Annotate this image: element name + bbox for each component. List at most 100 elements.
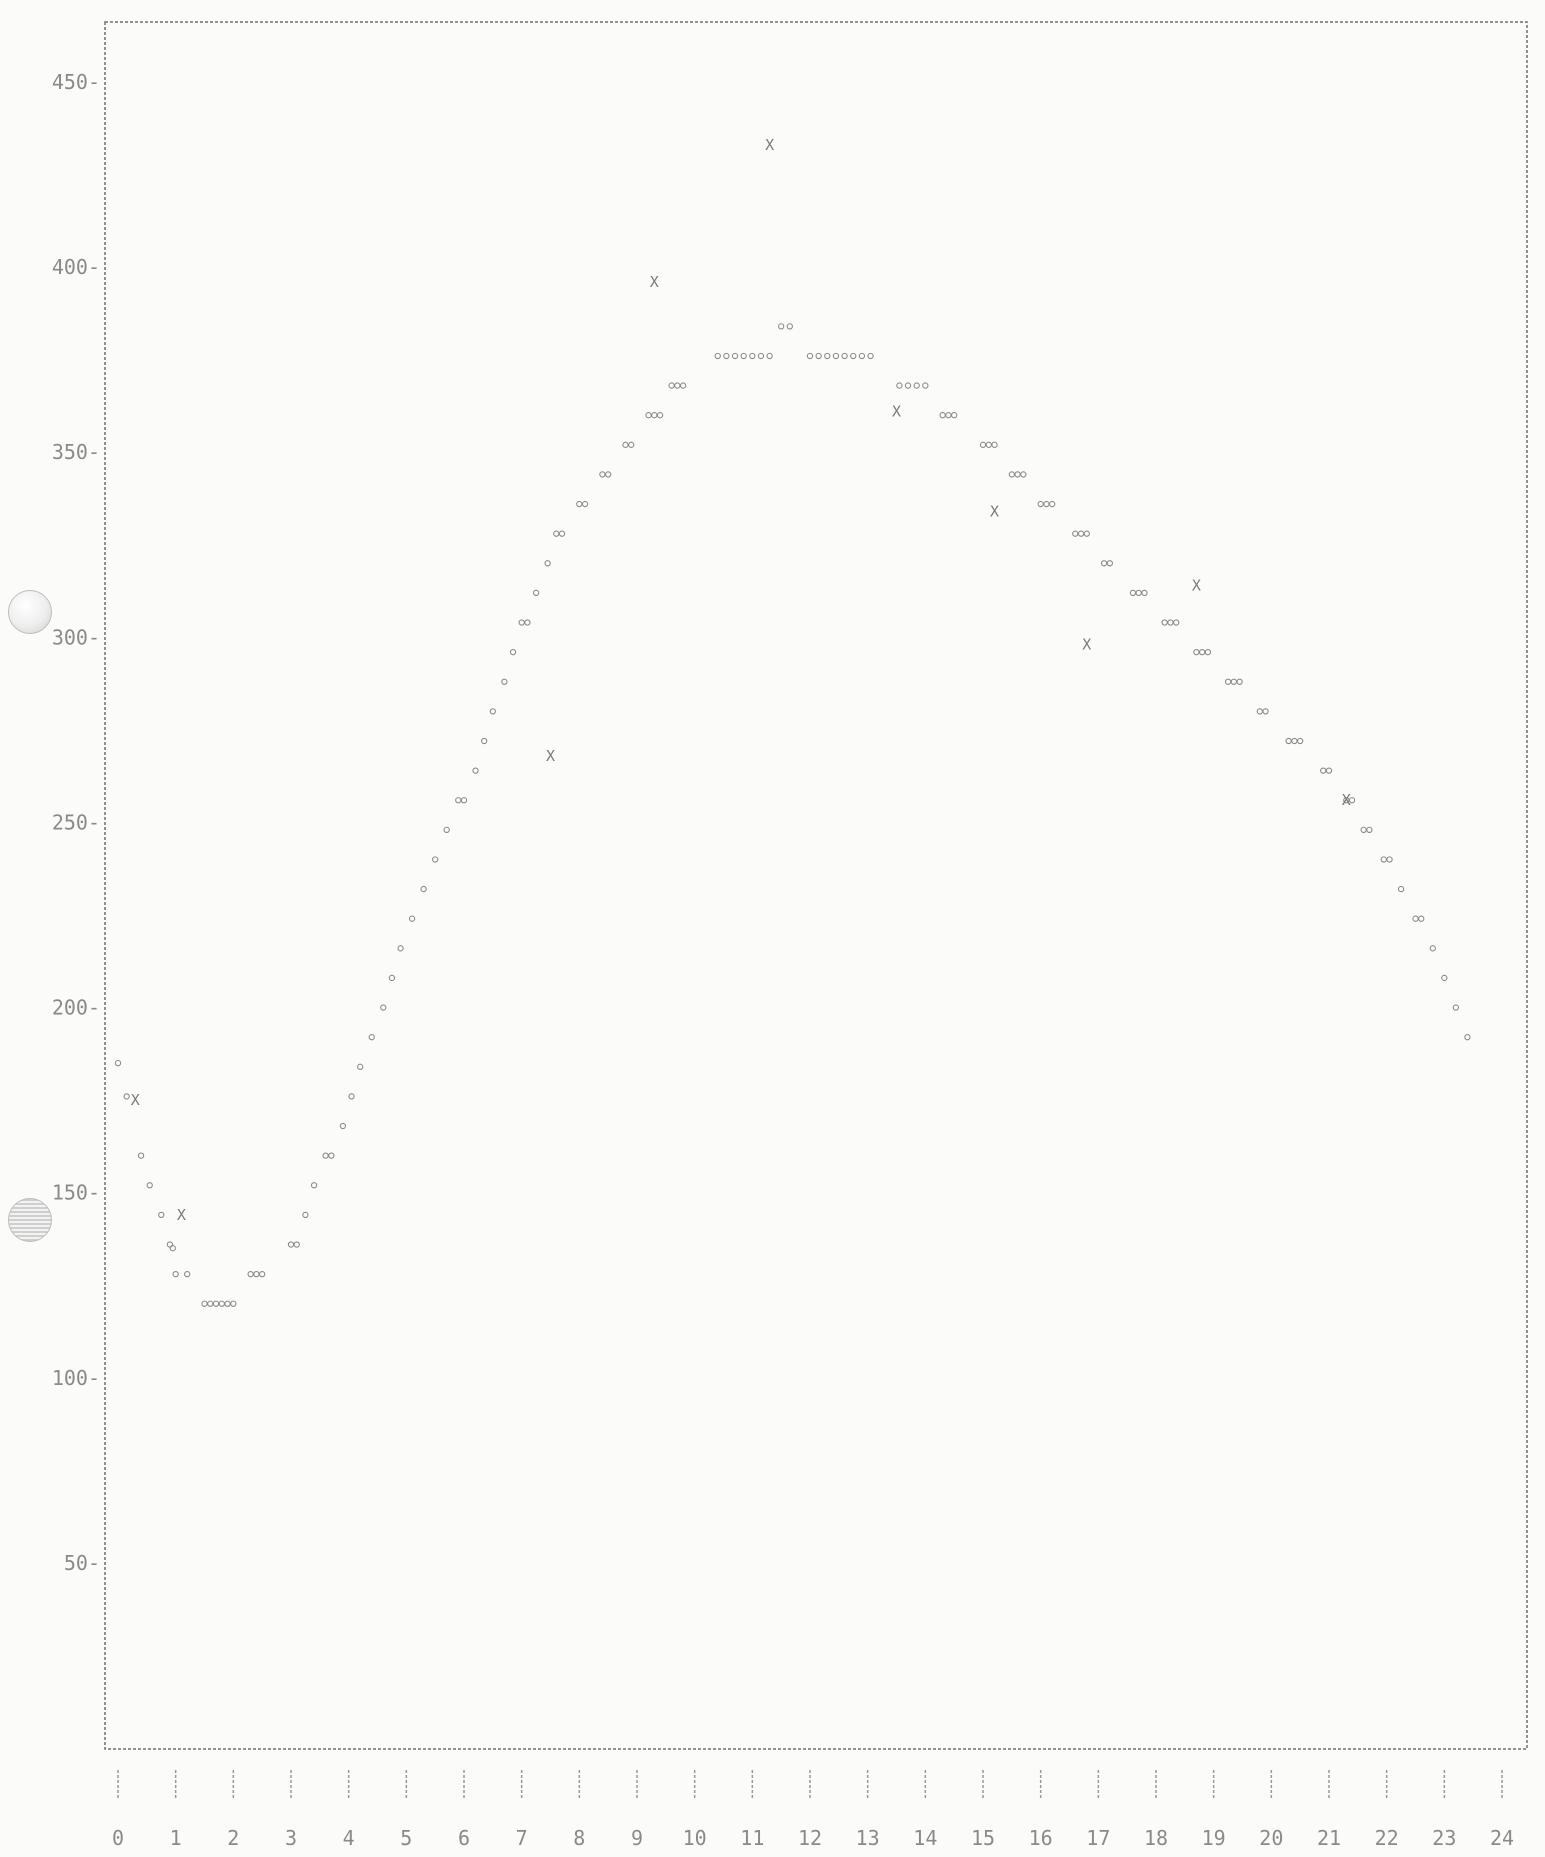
data-point-o [1193, 648, 1200, 656]
x-tick-label: 18 [1144, 1826, 1168, 1850]
data-point-o [581, 500, 589, 508]
x-tick-label: 0 [112, 1826, 124, 1850]
y-tick-label: 250- [52, 810, 100, 834]
data-point-o [432, 856, 439, 863]
data-point-o [757, 352, 765, 360]
data-point-o [388, 974, 396, 982]
data-point-o [1141, 589, 1148, 597]
data-point-o [1135, 589, 1142, 597]
binder-hole-top [8, 590, 52, 634]
data-point-o [1256, 708, 1263, 715]
data-point-o [1297, 737, 1304, 745]
data-point-o [544, 560, 551, 567]
y-tick-label: 400- [52, 255, 100, 279]
data-point-x: X [892, 402, 901, 420]
data-point-o [605, 471, 612, 478]
data-point-o [489, 708, 496, 715]
y-tick-label: 150- [52, 1181, 100, 1205]
x-tick-label: 21 [1317, 1826, 1341, 1850]
x-tick-label: 14 [913, 1826, 937, 1850]
data-point-o [1412, 915, 1419, 922]
data-point-o [348, 1093, 355, 1100]
data-point-o [904, 382, 912, 389]
x-axis: 0 1 2 3 4 5 6 7 8 9 10 11 12 13 14 15 16 17 18 19 20 21 22 23 24 [112, 1770, 1514, 1850]
data-point-o [806, 352, 814, 360]
data-point-o [723, 352, 730, 360]
x-tick-label: 15 [971, 1826, 995, 1850]
data-point-x: X [177, 1206, 186, 1224]
data-point-o [1452, 1004, 1460, 1011]
data-point-o [656, 412, 664, 419]
data-point-x: X [1082, 636, 1091, 654]
x-tick-label: 5 [400, 1826, 412, 1850]
data-point-o [850, 352, 857, 360]
x-tick-label: 23 [1432, 1826, 1456, 1850]
data-point-o [824, 352, 831, 360]
data-point-o [985, 441, 992, 448]
data-point-o [679, 382, 687, 389]
data-point-o [532, 589, 540, 597]
data-point-o [991, 441, 998, 448]
data-point-o [668, 382, 675, 389]
data-point-x: X [1342, 791, 1351, 809]
data-point-o [645, 412, 652, 419]
x-tick-label: 1 [170, 1826, 182, 1850]
data-point-o [576, 500, 583, 508]
data-point-o [1325, 767, 1333, 774]
data-point-o [1020, 471, 1027, 478]
data-point-o [169, 1245, 176, 1252]
data-point-o [1161, 619, 1168, 626]
y-axis: 50- 100- 150- 200- 250- 300- 350- 400- 450- [52, 70, 100, 1575]
data-point-o [259, 1270, 266, 1278]
data-point-o [1464, 1034, 1471, 1041]
data-point-o [328, 1152, 335, 1159]
data-point-o [1014, 471, 1021, 478]
x-tick-label: 2 [227, 1826, 239, 1850]
data-point-o [1072, 530, 1079, 537]
data-point-o [524, 619, 531, 626]
data-point-x: X [990, 502, 999, 520]
data-point-o [443, 826, 450, 833]
data-point-o [123, 1093, 130, 1100]
data-point-x: X [546, 747, 555, 765]
data-point-o [1100, 560, 1108, 567]
data-point-o [786, 323, 793, 330]
data-point-o [357, 1063, 364, 1070]
data-point-o [380, 1004, 387, 1011]
data-point-o [137, 1152, 145, 1159]
data-point-o [1008, 471, 1015, 478]
binder-hole-bottom [8, 1198, 52, 1242]
data-point-o [1441, 974, 1448, 982]
data-point-o [1380, 856, 1387, 863]
data-point-x: X [131, 1091, 140, 1109]
y-tick-label: 350- [52, 440, 100, 464]
data-point-o [201, 1300, 208, 1307]
data-point-o [501, 678, 508, 685]
data-point-o [841, 352, 848, 360]
data-point-o [472, 767, 479, 774]
data-point-o [599, 471, 606, 478]
data-point-o [1224, 678, 1232, 685]
data-point-o [253, 1270, 260, 1278]
data-point-o [1043, 500, 1050, 508]
data-point-o [460, 797, 468, 804]
data-point-o [1204, 648, 1212, 656]
y-tick-label: 300- [52, 625, 100, 649]
data-point-o [939, 412, 946, 419]
data-point-o [368, 1034, 375, 1041]
data-point-o [1049, 500, 1056, 508]
data-point-o [1037, 500, 1044, 508]
x-tick-label: 16 [1029, 1826, 1053, 1850]
data-point-o [945, 412, 952, 419]
data-point-o [1077, 530, 1085, 537]
data-point-o [172, 1270, 179, 1278]
data-point-o [1429, 945, 1436, 952]
data-point-o [1386, 856, 1393, 863]
data-point-o [714, 352, 721, 360]
data-point-o [310, 1182, 318, 1189]
data-point-o [674, 382, 681, 389]
data-point-o [420, 885, 427, 893]
data-point-o [553, 530, 560, 537]
data-point-o [287, 1241, 295, 1248]
